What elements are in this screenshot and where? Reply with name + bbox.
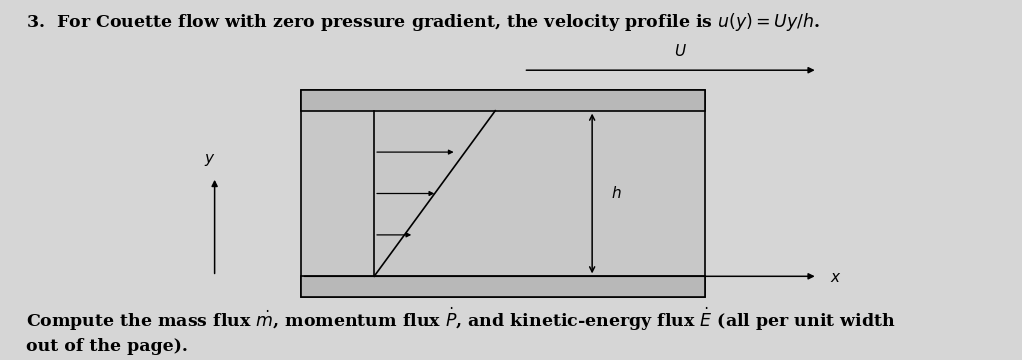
Text: $x$: $x$: [830, 271, 841, 285]
Text: $U$: $U$: [675, 44, 687, 59]
Text: 3.  For Couette flow with zero pressure gradient, the velocity profile is $u(y) : 3. For Couette flow with zero pressure g…: [26, 11, 820, 33]
Bar: [301, 90, 705, 111]
Text: out of the page).: out of the page).: [26, 338, 187, 355]
Bar: [301, 90, 705, 297]
Text: $h$: $h$: [610, 185, 621, 202]
Text: Compute the mass flux $\dot{m}$, momentum flux $\dot{P}$, and kinetic-energy flu: Compute the mass flux $\dot{m}$, momentu…: [26, 306, 895, 333]
Text: $y$: $y$: [203, 152, 216, 168]
Bar: [301, 276, 705, 297]
